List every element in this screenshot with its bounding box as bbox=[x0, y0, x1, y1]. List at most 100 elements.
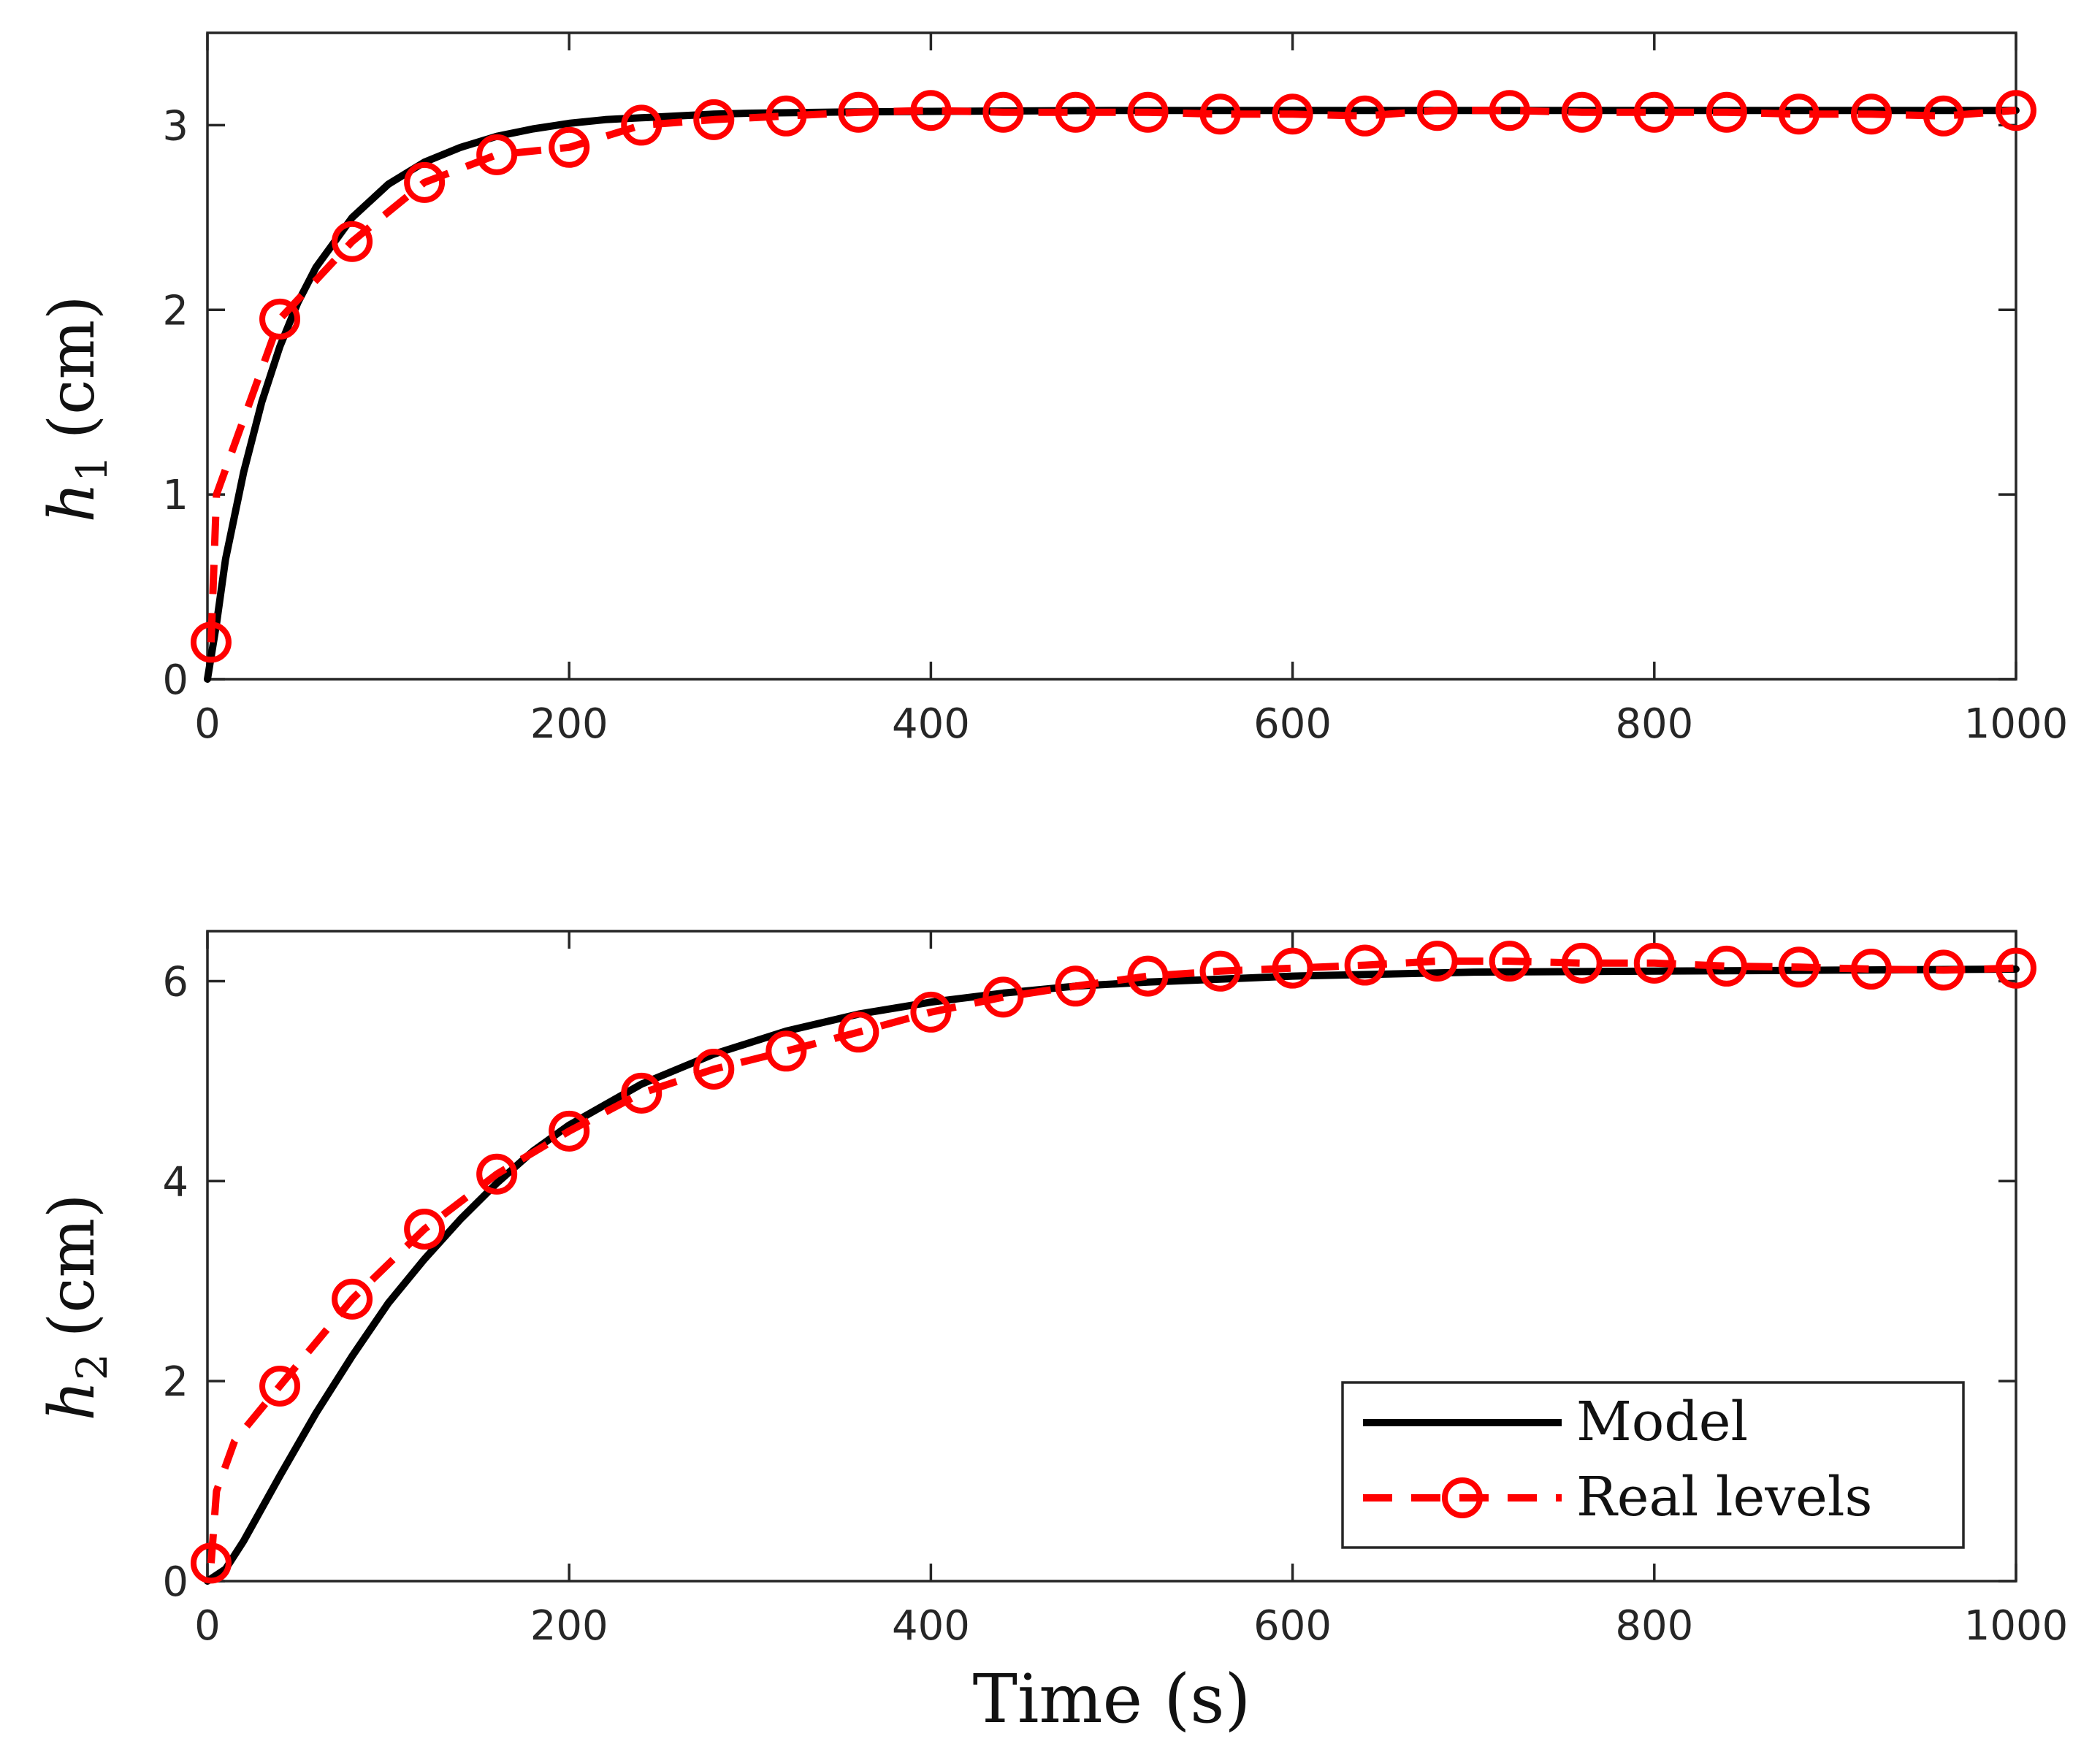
top-real-marker bbox=[910, 90, 952, 131]
top-real-levels-line bbox=[207, 107, 2017, 643]
legend-real-marker bbox=[1442, 1477, 1483, 1518]
top-real-marker bbox=[1199, 93, 1241, 135]
bottom-real-marker bbox=[621, 1072, 663, 1114]
bottom-real-marker bbox=[1923, 949, 1964, 991]
top-x-ticks: 0 200 400 600 800 1000 bbox=[194, 33, 2068, 748]
svg-text:h1(cm): h1 (cm) bbox=[36, 295, 117, 522]
bottom-real-marker bbox=[190, 1542, 232, 1584]
top-xtick-label: 1000 bbox=[1964, 700, 2069, 748]
bottom-y-ticks: 0 2 4 6 bbox=[162, 958, 2016, 1606]
bottom-ytick-label: 2 bbox=[162, 1358, 188, 1406]
top-real-marker bbox=[1923, 95, 1964, 137]
x-axis-label: Time (s) bbox=[973, 1660, 1251, 1738]
top-real-marker bbox=[1633, 91, 1675, 133]
legend-real-label: Real levels bbox=[1576, 1466, 1873, 1529]
top-xtick-label: 200 bbox=[530, 700, 608, 748]
top-real-marker bbox=[982, 91, 1024, 133]
top-real-marker bbox=[693, 99, 735, 140]
top-real-marker bbox=[838, 91, 879, 133]
bottom-xtick-label: 0 bbox=[194, 1602, 221, 1650]
bottom-ylabel-unit: (cm) bbox=[36, 1193, 109, 1337]
bottom-real-marker bbox=[1344, 944, 1386, 986]
bottom-real-marker bbox=[1127, 955, 1169, 997]
bottom-real-marker bbox=[1778, 946, 1820, 988]
top-model-line bbox=[204, 107, 2020, 683]
bottom-y-axis-label: h2 (cm) bbox=[36, 1193, 117, 1420]
top-xtick-label: 600 bbox=[1253, 700, 1332, 748]
bottom-real-marker bbox=[332, 1278, 373, 1320]
bottom-real-marker bbox=[765, 1030, 807, 1072]
top-xtick-label: 800 bbox=[1615, 700, 1693, 748]
svg-text:h2(cm): h2 (cm) bbox=[36, 1193, 117, 1420]
bottom-xtick-label: 800 bbox=[1615, 1602, 1693, 1650]
top-y-axis-label: h1 (cm) bbox=[36, 295, 117, 522]
top-real-marker bbox=[1489, 90, 1530, 131]
top-real-marker bbox=[332, 221, 373, 262]
bottom-plot-frame bbox=[206, 930, 2017, 1583]
bottom-ylabel-symbol: h bbox=[36, 1380, 109, 1420]
bottom-xtick-label: 200 bbox=[530, 1602, 608, 1650]
top-real-marker bbox=[476, 134, 518, 175]
bottom-real-marker bbox=[1489, 941, 1530, 982]
top-real-marker bbox=[1055, 91, 1096, 133]
top-real-marker bbox=[1344, 95, 1386, 137]
top-real-marker bbox=[259, 298, 301, 340]
bottom-ytick-label: 0 bbox=[162, 1558, 188, 1606]
top-real-marker bbox=[1778, 93, 1820, 135]
bottom-x-ticks: 0 200 400 600 800 1000 bbox=[194, 931, 2068, 1650]
top-ylabel-subscript: 1 bbox=[67, 455, 117, 482]
bottom-ylabel-subscript: 2 bbox=[67, 1353, 117, 1380]
bottom-real-marker bbox=[1706, 945, 1747, 987]
legend-model-label: Model bbox=[1576, 1390, 1748, 1453]
bottom-xtick-label: 600 bbox=[1253, 1602, 1332, 1650]
bottom-real-marker bbox=[1633, 942, 1675, 984]
top-real-marker bbox=[190, 621, 232, 663]
top-real-marker bbox=[549, 126, 590, 168]
top-ytick-label: 3 bbox=[162, 102, 188, 150]
bottom-real-marker bbox=[1561, 942, 1603, 984]
top-ytick-label: 0 bbox=[162, 657, 188, 704]
bottom-ytick-label: 4 bbox=[162, 1158, 188, 1206]
bottom-real-marker bbox=[1850, 949, 1892, 990]
bottom-real-levels-line bbox=[207, 957, 2017, 1564]
bottom-real-marker bbox=[1996, 947, 2036, 989]
top-ylabel-symbol: h bbox=[36, 482, 109, 522]
bottom-real-marker bbox=[476, 1153, 518, 1195]
bottom-real-marker bbox=[1272, 947, 1313, 989]
top-real-marker bbox=[621, 104, 663, 146]
bottom-real-marker bbox=[982, 976, 1024, 1018]
bottom-real-marker bbox=[549, 1110, 590, 1152]
bottom-xtick-label: 400 bbox=[892, 1602, 970, 1650]
top-real-marker bbox=[404, 161, 446, 203]
bottom-real-marker bbox=[838, 1011, 879, 1053]
top-ytick-label: 2 bbox=[162, 287, 188, 334]
top-real-levels-markers bbox=[190, 90, 2036, 663]
top-ylabel-unit: (cm) bbox=[36, 295, 109, 439]
top-xtick-label: 400 bbox=[892, 700, 970, 748]
bottom-real-levels-markers bbox=[190, 941, 2036, 1584]
bottom-real-marker bbox=[1199, 950, 1241, 992]
bottom-xtick-label: 1000 bbox=[1964, 1602, 2069, 1650]
bottom-real-marker bbox=[404, 1209, 446, 1250]
top-real-marker bbox=[1706, 91, 1747, 133]
bottom-real-marker bbox=[1055, 965, 1096, 1007]
top-real-marker bbox=[1416, 90, 1458, 131]
top-y-ticks: 0 1 2 3 bbox=[162, 102, 2016, 704]
top-ytick-label: 1 bbox=[162, 472, 188, 519]
legend: Model Real levels bbox=[1341, 1381, 1965, 1549]
top-real-marker bbox=[1127, 91, 1169, 133]
bottom-real-marker bbox=[1416, 941, 1458, 982]
bottom-real-marker bbox=[910, 991, 952, 1033]
top-real-marker bbox=[1272, 93, 1313, 135]
top-real-marker bbox=[765, 95, 807, 137]
bottom-ytick-label: 6 bbox=[162, 958, 188, 1006]
top-real-marker bbox=[1561, 91, 1603, 133]
bottom-real-marker bbox=[259, 1366, 301, 1407]
top-real-marker bbox=[1996, 90, 2036, 131]
legend-box bbox=[1341, 1381, 1965, 1549]
top-plot-frame bbox=[206, 31, 2017, 681]
bottom-real-marker bbox=[693, 1048, 735, 1090]
